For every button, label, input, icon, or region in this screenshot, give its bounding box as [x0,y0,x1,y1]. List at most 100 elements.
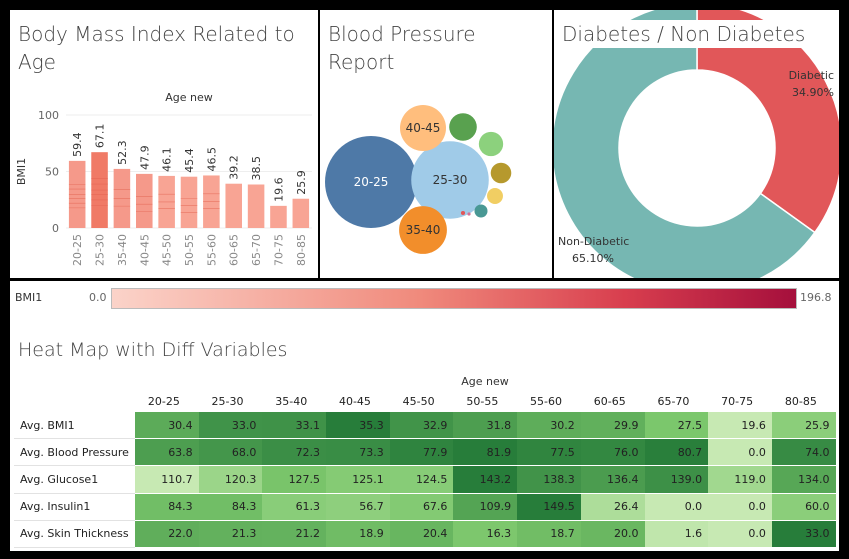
heatmap-cell[interactable]: 22.0 [135,520,199,548]
heatmap-cell[interactable]: 119.0 [708,465,772,494]
heatmap-column-label: 35-40 [275,395,308,408]
heatmap-column-label: 65-70 [657,395,690,408]
heatmap-title: Heat Map with Diff Variables [18,339,288,361]
diabetes-title: Diabetes / Non Diabetes [562,20,810,48]
heatmap-cell[interactable]: 1.6 [644,520,709,548]
bubble[interactable] [460,210,466,216]
bp-title-line1: Blood Pressure [328,22,476,46]
heatmap-cell[interactable]: 60.0 [771,493,836,521]
heatmap-cell[interactable]: 138.3 [517,465,581,494]
bubble[interactable] [467,212,471,216]
bubble-label: 35-40 [406,223,441,237]
heatmap-cell[interactable]: 136.4 [580,465,645,494]
bar[interactable] [292,198,310,228]
heatmap-cell[interactable]: 143.2 [453,465,518,494]
heatmap-cell[interactable]: 35.3 [326,412,390,440]
heatmap-cell[interactable]: 84.3 [198,493,263,521]
heatmap-cell[interactable]: 77.9 [389,438,454,467]
bar[interactable] [135,173,153,228]
heatmap-cell[interactable]: 0.0 [708,493,772,521]
bar[interactable] [270,205,287,228]
heatmap-row: Avg. Insulin1 84.3 84.3 61.3 56.7 67.6 109.9 14… [14,493,836,521]
heatmap-cell[interactable]: 0.0 [644,493,709,521]
heatmap-cell[interactable]: 0.0 [708,520,772,548]
heatmap-cell[interactable]: 68.0 [198,438,263,467]
heatmap-row: Avg. Skin Thickness 22.0 21.3 21.2 18.9 20.4 1… [14,520,836,548]
heatmap-cell[interactable]: 19.6 [708,412,772,440]
heatmap-cell[interactable]: 139.0 [644,465,709,494]
bubble[interactable] [411,141,489,219]
bubble[interactable] [474,204,488,218]
heatmap-cell[interactable]: 18.9 [326,520,390,548]
heatmap-cell[interactable]: 77.5 [517,438,581,467]
heatmap-cell[interactable]: 76.0 [580,438,645,467]
bmi-panel: Body Mass Index Related to Age Age new BM… [10,10,318,278]
heatmap-cell[interactable]: 30.4 [135,412,199,440]
heatmap-cell[interactable]: 25.9 [771,412,836,440]
heatmap-cell[interactable]: 67.6 [389,493,454,521]
heatmap-cell[interactable]: 81.9 [453,438,518,467]
bubble[interactable] [449,113,477,141]
heatmap-cell[interactable]: 124.5 [389,465,454,494]
heatmap-cell[interactable]: 21.3 [198,520,263,548]
heatmap-cell[interactable]: 33.1 [262,412,327,440]
heatmap-cell[interactable]: 134.0 [771,465,836,494]
heatmap-cell[interactable]: 125.1 [326,465,390,494]
heatmap-cell[interactable]: 33.0 [771,520,836,548]
heatmap-cell[interactable]: 120.3 [198,465,263,494]
bubble[interactable] [490,162,512,184]
slice-pct-nondiabetic: 65.10% [572,252,614,265]
slice-label-nondiabetic: Non-Diabetic [558,235,629,248]
bubble[interactable] [400,105,446,151]
heatmap-cell[interactable]: 109.9 [453,493,518,521]
heatmap-table: Avg. BMI1 30.4 33.0 33.1 35.3 32.9 31.8 30.2 29.… [14,412,836,548]
heatmap-cell[interactable]: 26.4 [580,493,645,521]
bubble[interactable] [487,188,503,204]
heatmap-cell[interactable]: 33.0 [198,412,263,440]
heatmap-cell[interactable]: 0.0 [708,438,772,467]
bubble-label: 25-30 [433,173,468,187]
heatmap-cell[interactable]: 127.5 [262,465,327,494]
heatmap-column-label: 25-30 [211,395,244,408]
heatmap-cell[interactable]: 110.7 [135,465,199,494]
heatmap-cell[interactable]: 72.3 [262,438,327,467]
bar-xlabel: Age new [165,91,213,104]
heatmap-cell[interactable]: 20.0 [580,520,645,548]
heatmap-row-label: Avg. BMI1 [14,412,135,440]
heatmap-cell[interactable]: 27.5 [644,412,709,440]
heatmap-row: Avg. Glucose1 110.7 120.3 127.5 125.1 124.5 14… [14,465,836,494]
heatmap-column-label: 50-55 [466,395,499,408]
bubble[interactable] [325,136,417,228]
heatmap-cell[interactable]: 16.3 [453,520,518,548]
bar-ytick: 100 [38,109,59,122]
legend-label: BMI1 [15,291,43,304]
heatmap-cell[interactable]: 80.7 [644,438,709,467]
bubble[interactable] [478,131,504,157]
heatmap-cell[interactable]: 61.3 [262,493,327,521]
heatmap-row: Avg. Blood Pressure 63.8 68.0 72.3 73.3 77.9 8… [14,438,836,467]
heatmap-cell[interactable]: 73.3 [326,438,390,467]
bar[interactable] [225,183,243,228]
bar[interactable] [180,176,198,228]
heatmap-column-label: 45-50 [402,395,435,408]
heatmap-cell[interactable]: 31.8 [453,412,518,440]
heatmap-cell[interactable]: 74.0 [771,438,836,467]
bar[interactable] [247,184,265,228]
legend-max: 196.8 [800,291,832,304]
heatmap-cell[interactable]: 56.7 [326,493,390,521]
heatmap-row-label: Avg. Insulin1 [14,493,135,521]
heatmap-cell[interactable]: 30.2 [517,412,581,440]
bar-xtick: 70-75 [272,234,285,266]
heatmap-cell[interactable]: 149.5 [517,493,581,521]
heatmap-cell[interactable]: 21.2 [262,520,327,548]
heatmap-cell[interactable]: 18.7 [517,520,581,548]
donut-slice[interactable] [554,10,816,278]
heatmap-cell[interactable]: 20.4 [389,520,454,548]
bar-ytick: 50 [45,166,59,179]
heatmap-cell[interactable]: 84.3 [135,493,199,521]
heatmap-cell[interactable]: 63.8 [135,438,199,467]
bubble[interactable] [399,206,447,254]
heatmap-row: Avg. BMI1 30.4 33.0 33.1 35.3 32.9 31.8 30.2 29.… [14,412,836,440]
heatmap-cell[interactable]: 29.9 [580,412,645,440]
heatmap-cell[interactable]: 32.9 [389,412,454,440]
